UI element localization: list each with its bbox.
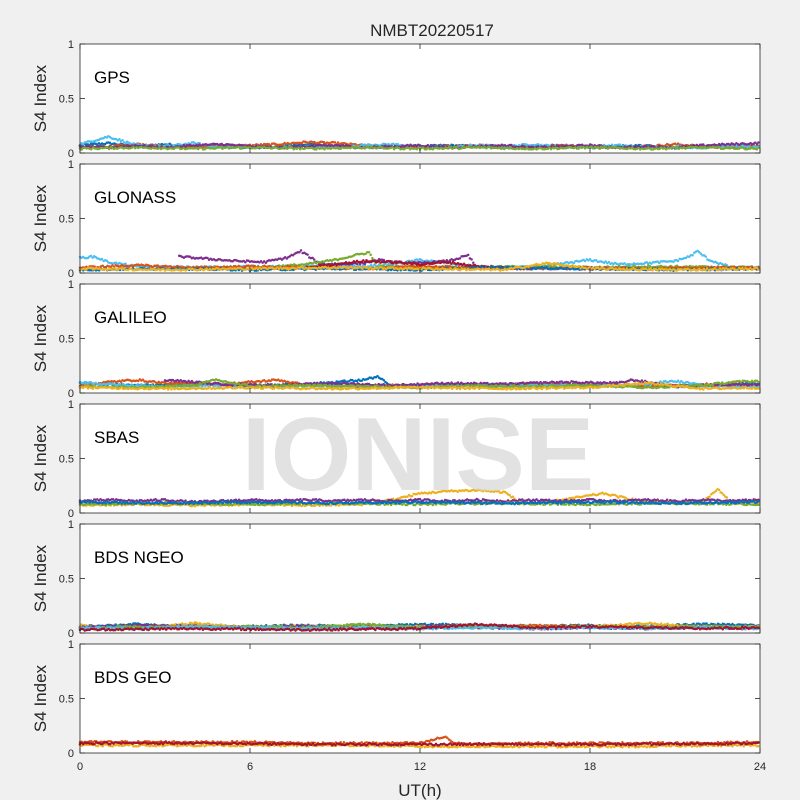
data-point bbox=[598, 147, 601, 150]
axes-background bbox=[80, 44, 760, 153]
y-axis-label: S4 Index bbox=[31, 184, 50, 252]
data-point bbox=[458, 257, 462, 260]
data-point bbox=[704, 255, 708, 258]
axes-background bbox=[80, 284, 760, 393]
data-point bbox=[367, 250, 371, 254]
data-point bbox=[455, 145, 459, 149]
panel-label: GPS bbox=[94, 68, 130, 87]
data-point bbox=[306, 253, 309, 256]
data-point bbox=[371, 256, 374, 260]
y-tick-label: 0.5 bbox=[59, 94, 74, 106]
data-point bbox=[676, 259, 680, 263]
data-point bbox=[336, 141, 340, 144]
chart-title: NMBT20220517 bbox=[370, 21, 494, 40]
data-point bbox=[124, 262, 127, 266]
data-point bbox=[108, 141, 112, 144]
data-point bbox=[691, 254, 694, 257]
y-tick-label: 1 bbox=[68, 39, 74, 51]
y-tick-label: 0.5 bbox=[59, 214, 74, 226]
data-point bbox=[121, 139, 124, 142]
data-point bbox=[100, 257, 104, 261]
data-point bbox=[472, 261, 475, 264]
y-tick-label: 1 bbox=[68, 159, 74, 171]
data-point bbox=[466, 253, 470, 257]
data-point bbox=[757, 141, 760, 144]
data-point bbox=[757, 268, 760, 271]
data-point bbox=[312, 258, 316, 261]
data-point bbox=[369, 253, 372, 256]
y-axis-label: S4 Index bbox=[31, 64, 50, 132]
panel-label: GLONASS bbox=[94, 188, 176, 207]
data-point bbox=[299, 249, 303, 252]
data-point bbox=[757, 146, 760, 149]
data-point bbox=[736, 268, 739, 272]
data-point bbox=[333, 141, 337, 144]
data-point bbox=[391, 145, 394, 149]
data-point bbox=[577, 265, 581, 268]
data-point bbox=[107, 147, 111, 151]
data-point bbox=[470, 258, 473, 261]
